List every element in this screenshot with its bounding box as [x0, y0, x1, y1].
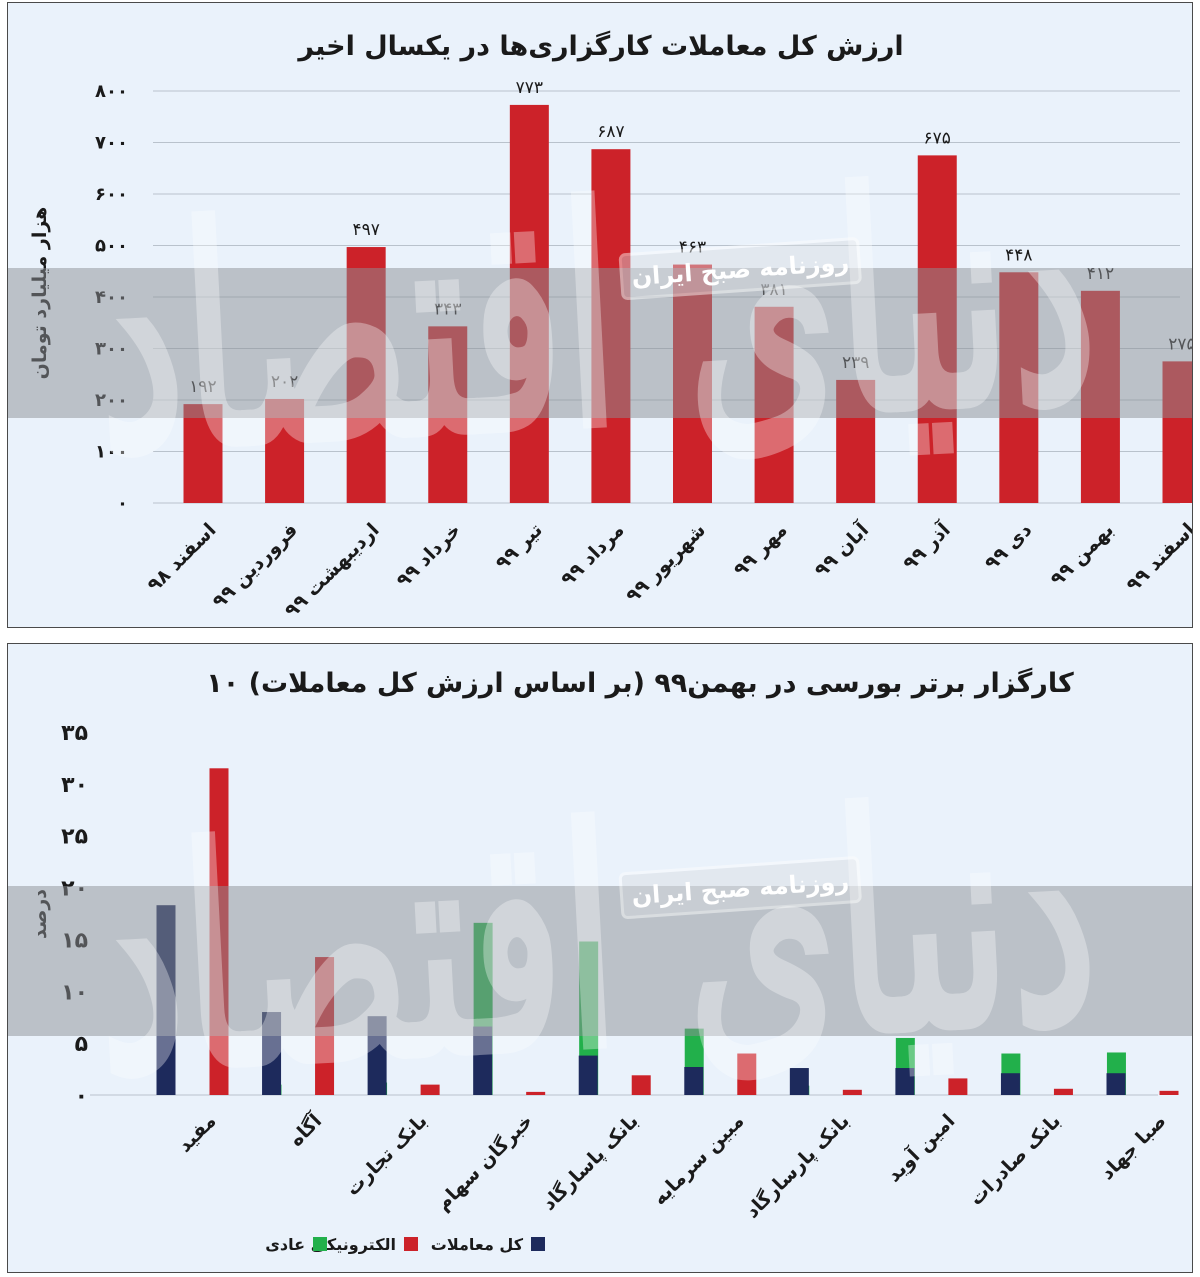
y-tick-label: ۳۰ [61, 773, 88, 798]
legend-label: الکترونیکی [311, 1235, 396, 1254]
x-category-label: صبا جهاد [1096, 1110, 1170, 1184]
bar-total [1106, 1073, 1126, 1095]
watermark-stamp: روزنامه صبح ایران [618, 237, 862, 301]
x-category-label: بانک پاسارگاد [537, 1109, 643, 1215]
legend: کل معاملات الکترونیکی عادی [265, 1235, 545, 1254]
bar-electronic [526, 1091, 546, 1095]
bar-total [895, 1068, 915, 1095]
y-tick-label: ۸۰۰ [95, 81, 128, 102]
bar-electronic [631, 1075, 651, 1095]
y-tick-label: ۵۰۰ [95, 236, 128, 257]
x-category-label: مبین سرمایه [649, 1110, 749, 1210]
x-category-label: مرداد ۹۹ [557, 519, 629, 591]
watermark-band [8, 268, 1192, 418]
data-label: ۶۷۵ [924, 128, 951, 148]
monthly-value-chart-panel: ۰۱۰۰۲۰۰۳۰۰۴۰۰۵۰۰۶۰۰۷۰۰۸۰۰ هزار میلیارد ت… [7, 2, 1193, 628]
x-category-label: اسفند ۹۹ [1122, 519, 1193, 596]
legend-swatch [531, 1237, 545, 1251]
chart-title: ۱۰ کارگزار برتر بورسی در بهمن۹۹ (بر اساس… [206, 667, 1074, 699]
data-label: ۶۸۷ [597, 122, 624, 142]
y-tick-label: ۰ [117, 493, 128, 514]
x-category-label: خبرگان سهام [431, 1109, 537, 1215]
bar-electronic [1159, 1090, 1179, 1095]
bar-electronic [420, 1084, 440, 1095]
y-tick-label: ۶۰۰ [95, 184, 128, 205]
y-tick-label: ۳۵ [61, 721, 88, 746]
data-label: ۴۹۷ [352, 220, 379, 240]
bar-total [1000, 1073, 1020, 1095]
watermark-script: دنیای اقتصاد [87, 736, 1104, 1141]
legend-label: عادی [265, 1235, 305, 1254]
x-category-label: بانک پارسارگاد [740, 1109, 853, 1222]
legend-label: کل معاملات [431, 1235, 524, 1254]
y-tick-label: ۵ [75, 1032, 88, 1057]
bar-electronic [1053, 1088, 1073, 1095]
bar [183, 404, 223, 503]
y-tick-label: ۱۰۰ [95, 442, 128, 463]
bar-total [473, 1026, 493, 1095]
x-category-label: شهریور ۹۹ [622, 519, 710, 607]
data-label: ۴۶۳ [679, 238, 706, 258]
watermark-script: دنیای اقتصاد [87, 115, 1104, 520]
x-category-label: تیر ۹۹ [491, 519, 547, 575]
watermark-stamp: روزنامه صبح ایران [618, 856, 862, 920]
bar-electronic [948, 1078, 968, 1095]
bar-electronic [737, 1053, 757, 1095]
watermark-band [8, 886, 1192, 1036]
bar-electronic [842, 1089, 862, 1095]
x-category-label: بانک صادرات [965, 1110, 1065, 1210]
x-category-label: بهمن ۹۹ [1046, 519, 1118, 591]
x-category-label: آبان ۹۹ [809, 517, 874, 582]
data-label: ۴۴۸ [1005, 245, 1032, 265]
x-category-label: خرداد ۹۹ [392, 519, 465, 592]
bar-total [578, 1055, 598, 1095]
data-label: ۷۷۳ [516, 78, 543, 98]
chart-title: ارزش کل معاملات کارگزاری‌ها در یکسال اخی… [296, 30, 903, 62]
y-tick-label: ۰ [75, 1084, 88, 1109]
x-category-label: آذر ۹۹ [897, 517, 955, 575]
y-tick-label: ۲۵ [61, 825, 88, 850]
bar-total [684, 1066, 704, 1095]
monthly-value-chart: ۰۱۰۰۲۰۰۳۰۰۴۰۰۵۰۰۶۰۰۷۰۰۸۰۰ هزار میلیارد ت… [8, 30, 1193, 622]
x-category-label: مهر ۹۹ [729, 519, 791, 581]
x-category-label: اسفند ۹۸ [143, 519, 220, 596]
x-category-label: امین آوید [882, 1109, 960, 1187]
y-tick-label: ۷۰۰ [95, 133, 128, 154]
legend-swatch [404, 1237, 418, 1251]
bar-total [789, 1068, 809, 1095]
legend-swatch [313, 1237, 327, 1251]
x-category-label: دی ۹۹ [981, 519, 1037, 575]
